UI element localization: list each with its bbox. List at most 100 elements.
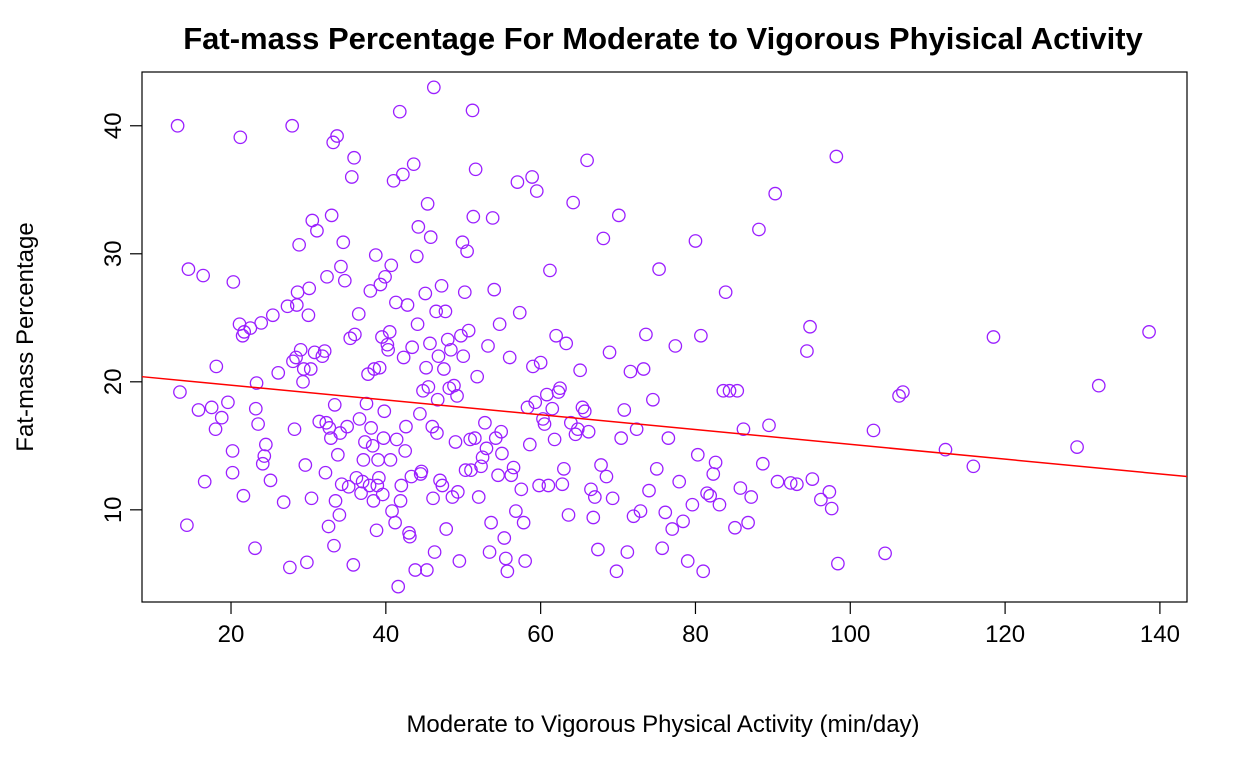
data-point bbox=[414, 464, 429, 479]
data-point bbox=[591, 542, 605, 557]
data-point bbox=[285, 118, 300, 133]
data-point bbox=[382, 325, 397, 339]
data-point bbox=[402, 529, 417, 544]
data-point bbox=[282, 560, 297, 575]
data-point bbox=[470, 369, 485, 384]
data-point bbox=[829, 149, 844, 164]
data-point bbox=[257, 449, 272, 463]
data-point bbox=[497, 531, 512, 545]
data-point bbox=[317, 344, 332, 358]
data-point bbox=[599, 469, 614, 484]
data-point bbox=[280, 299, 295, 314]
data-point bbox=[398, 444, 413, 458]
data-point bbox=[301, 308, 316, 323]
data-point bbox=[500, 564, 515, 579]
data-point bbox=[332, 508, 347, 522]
data-point bbox=[373, 277, 388, 292]
x-tick-label: 100 bbox=[830, 621, 870, 648]
data-point bbox=[482, 545, 497, 559]
data-point bbox=[537, 417, 552, 431]
data-point bbox=[399, 419, 413, 434]
data-point bbox=[478, 415, 492, 430]
data-point bbox=[495, 446, 509, 461]
data-point bbox=[803, 319, 817, 334]
data-point bbox=[434, 278, 449, 293]
y-tick-label: 10 bbox=[100, 496, 127, 523]
data-point bbox=[623, 364, 638, 379]
data-point bbox=[408, 563, 423, 577]
data-point bbox=[762, 418, 776, 433]
data-point bbox=[304, 491, 319, 506]
data-point bbox=[573, 363, 587, 378]
y-tick-label: 30 bbox=[100, 240, 127, 267]
data-point bbox=[180, 518, 194, 533]
data-point bbox=[429, 304, 443, 319]
data-point bbox=[243, 321, 258, 335]
data-point bbox=[498, 551, 513, 566]
data-point bbox=[502, 350, 517, 365]
data-point bbox=[665, 522, 680, 536]
data-point bbox=[384, 258, 399, 273]
data-point bbox=[553, 381, 567, 396]
data-point bbox=[440, 332, 455, 347]
data-point bbox=[822, 485, 837, 499]
data-point bbox=[685, 497, 700, 512]
data-point bbox=[938, 442, 953, 457]
data-point bbox=[251, 417, 265, 431]
data-point bbox=[728, 520, 742, 535]
data-point bbox=[614, 431, 629, 445]
data-point bbox=[533, 355, 548, 370]
data-point bbox=[444, 342, 458, 357]
data-point bbox=[372, 470, 386, 485]
data-point bbox=[322, 421, 337, 435]
data-point bbox=[336, 235, 351, 250]
data-point bbox=[649, 462, 664, 476]
data-point bbox=[718, 285, 733, 300]
data-point bbox=[454, 328, 468, 343]
data-point bbox=[271, 365, 286, 380]
data-point bbox=[427, 545, 442, 559]
data-point bbox=[365, 438, 380, 453]
data-point bbox=[411, 220, 426, 234]
data-point bbox=[364, 421, 378, 435]
data-point bbox=[504, 468, 519, 483]
data-point bbox=[378, 269, 392, 284]
data-point bbox=[468, 162, 483, 177]
data-point bbox=[419, 360, 433, 375]
data-point bbox=[221, 395, 235, 410]
chart-title: Fat-mass Percentage For Moderate to Vigo… bbox=[183, 21, 1143, 56]
data-point bbox=[391, 579, 406, 594]
data-point bbox=[581, 424, 596, 439]
data-point bbox=[566, 195, 581, 210]
data-point bbox=[655, 541, 670, 556]
data-point bbox=[380, 337, 395, 352]
data-point bbox=[276, 495, 291, 509]
data-point bbox=[866, 423, 881, 438]
data-point bbox=[347, 150, 361, 165]
data-point bbox=[733, 481, 748, 495]
data-point bbox=[525, 170, 539, 184]
data-point bbox=[337, 273, 352, 288]
data-point bbox=[491, 468, 505, 483]
x-tick-label: 60 bbox=[527, 621, 554, 648]
data-point bbox=[966, 459, 981, 474]
y-tick-label: 40 bbox=[100, 112, 127, 139]
data-point bbox=[824, 501, 839, 516]
data-point bbox=[437, 362, 451, 376]
data-point bbox=[352, 412, 367, 426]
regression-line bbox=[141, 375, 1188, 478]
data-point bbox=[516, 515, 531, 530]
data-point bbox=[514, 482, 529, 497]
data-point bbox=[744, 490, 759, 504]
data-point bbox=[312, 414, 327, 429]
data-point bbox=[510, 175, 525, 189]
data-point bbox=[214, 410, 229, 425]
data-point bbox=[389, 295, 403, 310]
data-point bbox=[372, 360, 387, 375]
data-point bbox=[376, 431, 391, 445]
data-point bbox=[249, 376, 264, 390]
data-point bbox=[296, 374, 310, 389]
data-point bbox=[570, 422, 585, 437]
data-point bbox=[642, 483, 656, 498]
